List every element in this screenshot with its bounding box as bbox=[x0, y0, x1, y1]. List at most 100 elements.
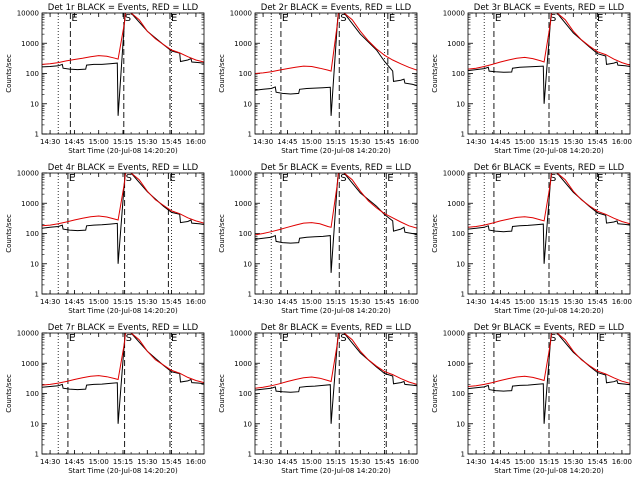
event-end-marker-label: E bbox=[171, 13, 177, 24]
series-line-events bbox=[468, 333, 630, 424]
x-tick-label: 15:00 bbox=[89, 138, 109, 146]
x-tick-label: 14:30 bbox=[40, 298, 60, 306]
x-tick-label: 15:00 bbox=[89, 458, 109, 466]
y-tick-label: 10 bbox=[456, 100, 465, 108]
saa-marker-label: S bbox=[550, 333, 556, 344]
detector-panel: Det 5r BLACK = Events, RED = LLD Counts/s… bbox=[218, 163, 419, 315]
plot-frame bbox=[254, 332, 418, 455]
x-tick-label: 15:00 bbox=[302, 298, 322, 306]
y-tick-label: 1000 bbox=[21, 360, 39, 368]
x-tick-label: 15:45 bbox=[162, 458, 182, 466]
event-end-marker-label: E bbox=[169, 173, 175, 184]
y-tick-label: 1 bbox=[35, 451, 39, 459]
plot-frame bbox=[41, 12, 205, 135]
event-end-marker-label: E bbox=[387, 173, 393, 184]
y-tick-label: 100 bbox=[239, 70, 252, 78]
series-line-events bbox=[255, 333, 417, 424]
y-tick-label: 10000 bbox=[17, 10, 39, 18]
event-end-marker-label: E bbox=[599, 333, 605, 344]
y-tick-label: 100 bbox=[239, 390, 252, 398]
x-tick-label: 16:00 bbox=[186, 458, 206, 466]
x-tick-label: 15:00 bbox=[89, 298, 109, 306]
detector-panel: Det 9r BLACK = Events, RED = LLD Counts/s… bbox=[431, 323, 632, 475]
y-tick-label: 1 bbox=[461, 291, 465, 299]
x-tick-label: 14:30 bbox=[40, 138, 60, 146]
x-tick-label: 14:45 bbox=[490, 298, 510, 306]
x-tick-label: 15:30 bbox=[563, 298, 583, 306]
y-tick-label: 1000 bbox=[447, 200, 465, 208]
x-tick-label: 14:30 bbox=[253, 458, 273, 466]
x-axis-label: Start Time (20-Jul-08 14:20:20) bbox=[281, 307, 391, 315]
series-line-events bbox=[42, 13, 204, 116]
y-tick-label: 10000 bbox=[17, 170, 39, 178]
x-tick-label: 14:45 bbox=[64, 138, 84, 146]
x-tick-label: 14:30 bbox=[40, 458, 60, 466]
x-tick-label: 15:00 bbox=[302, 138, 322, 146]
x-tick-label: 14:45 bbox=[277, 458, 297, 466]
y-tick-label: 10 bbox=[456, 420, 465, 428]
x-tick-label: 15:30 bbox=[350, 298, 370, 306]
y-tick-label: 10 bbox=[30, 260, 39, 268]
event-start-marker-label: E bbox=[495, 173, 501, 184]
y-tick-label: 10 bbox=[243, 100, 252, 108]
x-tick-label: 14:45 bbox=[490, 138, 510, 146]
y-tick-label: 10000 bbox=[230, 10, 252, 18]
saa-marker-label: S bbox=[550, 13, 556, 24]
y-axis-label: Counts/sec bbox=[431, 214, 439, 253]
y-tick-label: 1000 bbox=[21, 200, 39, 208]
y-tick-label: 1 bbox=[248, 451, 252, 459]
x-tick-label: 16:00 bbox=[612, 298, 632, 306]
y-tick-label: 10 bbox=[243, 260, 252, 268]
y-tick-label: 10000 bbox=[443, 330, 465, 338]
series-line-events bbox=[468, 13, 630, 104]
saa-marker-label: S bbox=[550, 173, 556, 184]
y-tick-label: 1 bbox=[35, 291, 39, 299]
saa-marker-label: S bbox=[126, 173, 132, 184]
y-tick-label: 100 bbox=[26, 390, 39, 398]
y-tick-label: 10 bbox=[30, 420, 39, 428]
chart-title: Det 1r BLACK = Events, RED = LLD bbox=[48, 3, 199, 13]
x-axis-label: Start Time (20-Jul-08 14:20:20) bbox=[494, 147, 604, 155]
x-tick-label: 15:45 bbox=[375, 298, 395, 306]
x-tick-label: 16:00 bbox=[399, 458, 419, 466]
x-tick-label: 15:00 bbox=[302, 458, 322, 466]
y-tick-label: 1000 bbox=[234, 40, 252, 48]
y-tick-label: 1 bbox=[248, 131, 252, 139]
y-axis-label: Counts/sec bbox=[218, 374, 226, 413]
saa-marker-label: S bbox=[340, 333, 346, 344]
x-tick-label: 15:15 bbox=[539, 138, 559, 146]
x-axis-label: Start Time (20-Jul-08 14:20:20) bbox=[281, 147, 391, 155]
x-tick-label: 15:45 bbox=[375, 458, 395, 466]
series-line-lld bbox=[468, 333, 630, 387]
y-tick-label: 10000 bbox=[230, 330, 252, 338]
y-tick-label: 10 bbox=[456, 260, 465, 268]
series-line-lld bbox=[255, 173, 417, 236]
x-tick-label: 15:00 bbox=[515, 298, 535, 306]
detector-panel: Det 7r BLACK = Events, RED = LLD Counts/s… bbox=[5, 323, 206, 475]
x-tick-label: 14:45 bbox=[64, 458, 84, 466]
y-tick-label: 100 bbox=[26, 70, 39, 78]
series-line-lld bbox=[255, 13, 417, 74]
chart-title: Det 7r BLACK = Events, RED = LLD bbox=[48, 323, 199, 333]
event-end-marker-label: E bbox=[597, 173, 603, 184]
x-axis-label: Start Time (20-Jul-08 14:20:20) bbox=[494, 307, 604, 315]
y-tick-label: 10000 bbox=[230, 170, 252, 178]
chart-title: Det 6r BLACK = Events, RED = LLD bbox=[474, 163, 625, 173]
x-tick-label: 15:30 bbox=[350, 458, 370, 466]
x-tick-label: 15:15 bbox=[326, 138, 346, 146]
event-start-marker-label: E bbox=[282, 173, 288, 184]
plot-frame bbox=[254, 12, 418, 135]
y-tick-label: 100 bbox=[26, 230, 39, 238]
x-tick-label: 15:00 bbox=[515, 138, 535, 146]
x-tick-label: 16:00 bbox=[399, 138, 419, 146]
series-line-events bbox=[42, 333, 204, 424]
x-tick-label: 14:30 bbox=[466, 458, 486, 466]
saa-marker-label: S bbox=[126, 333, 132, 344]
chart-title: Det 4r BLACK = Events, RED = LLD bbox=[48, 163, 199, 173]
series-line-lld bbox=[42, 173, 204, 227]
x-axis-label: Start Time (20-Jul-08 14:20:20) bbox=[68, 467, 178, 475]
saa-marker-label: S bbox=[125, 13, 131, 24]
chart-title: Det 5r BLACK = Events, RED = LLD bbox=[261, 163, 412, 173]
plot-frame bbox=[254, 172, 418, 295]
